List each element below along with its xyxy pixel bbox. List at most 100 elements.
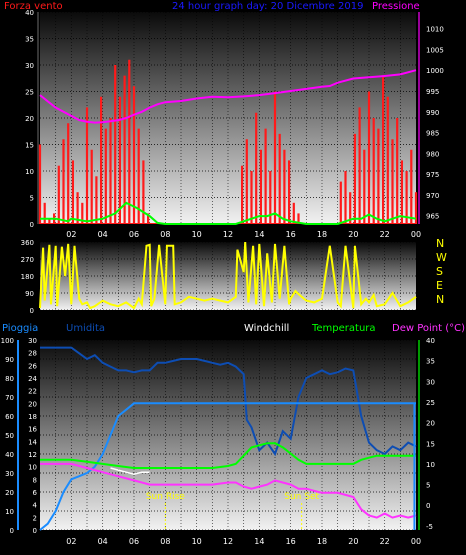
- y-tick-label-rain: 20: [28, 400, 37, 408]
- y-tick-label-humidity: 100: [1, 337, 14, 345]
- y-tick-label-humidity: 40: [5, 451, 14, 459]
- y-tick-label-rain: 24: [28, 375, 37, 383]
- y-tick-label-rain: 22: [28, 388, 37, 396]
- y-tick-label-temperature: 15: [426, 440, 435, 448]
- y-tick-label-wind: 35: [25, 36, 34, 44]
- y-tick-label-direction: 360: [21, 239, 34, 247]
- y-tick-label-rain: 28: [28, 350, 37, 358]
- x-tick-label: 06: [129, 230, 139, 239]
- y-tick-label-pressure: 980: [426, 150, 439, 158]
- y-tick-label-humidity: 0: [10, 527, 14, 535]
- y-tick-label-pressure: 985: [426, 130, 439, 138]
- y-tick-label-temperature: 10: [426, 461, 435, 469]
- y-tick-label-temperature: 30: [426, 378, 435, 386]
- x-tick-label: 04: [98, 537, 108, 546]
- y-tick-label-temperature: 0: [426, 502, 430, 510]
- x-tick-label: 14: [254, 230, 264, 239]
- compass-letter: E: [436, 279, 443, 292]
- y-tick-label-rain: 2: [33, 514, 37, 522]
- x-tick-label: 14: [254, 537, 264, 546]
- rain-legend: Pioggia: [2, 323, 38, 334]
- dewpoint-legend: Dew Point (°C): [392, 323, 465, 334]
- y-tick-label-temperature: 35: [426, 358, 435, 366]
- x-tick-label: 08: [160, 537, 170, 546]
- y-tick-label-humidity: 20: [5, 489, 14, 497]
- humidity-line: [40, 346, 417, 457]
- temperature-legend: Temperatura: [311, 323, 376, 334]
- x-tick-label: 18: [317, 230, 327, 239]
- y-tick-label-pressure: 1005: [426, 46, 444, 54]
- y-tick-label-rain: 8: [33, 476, 37, 484]
- y-tick-label-wind: 25: [25, 89, 34, 97]
- x-tick-label: 18: [317, 537, 327, 546]
- wind-average-line: [40, 201, 417, 225]
- pressure-line: [39, 69, 417, 124]
- x-tick-label: 12: [223, 537, 233, 546]
- x-tick-label: 20: [348, 537, 358, 546]
- y-tick-label-pressure: 965: [426, 213, 439, 221]
- y-tick-label-pressure: 970: [426, 192, 439, 200]
- sunrise-label: Sun Rise: [146, 492, 185, 502]
- humidity-legend: Umidita: [66, 323, 105, 334]
- x-tick-label: 04: [98, 230, 108, 239]
- y-tick-label-pressure: 975: [426, 171, 439, 179]
- y-tick-label-rain: 30: [28, 337, 37, 345]
- y-tick-label-humidity: 80: [5, 375, 14, 383]
- y-tick-label-wind: 0: [30, 221, 34, 229]
- x-tick-label: 02: [66, 537, 76, 546]
- x-tick-label: 16: [286, 537, 296, 546]
- wind-speed-label: Forza vento: [4, 1, 63, 12]
- x-tick-label: 08: [160, 230, 170, 239]
- compass-letter: N: [436, 293, 444, 306]
- y-tick-label-rain: 18: [28, 413, 37, 421]
- x-tick-label: 02: [66, 230, 76, 239]
- windchill-line: [110, 467, 150, 475]
- y-tick-label-humidity: 30: [5, 470, 14, 478]
- x-tick-label: 12: [223, 230, 233, 239]
- y-tick-label-direction: 270: [21, 256, 34, 264]
- x-tick-label: 10: [192, 230, 202, 239]
- y-tick-label-rain: 10: [28, 464, 37, 472]
- y-tick-label-pressure: 990: [426, 109, 439, 117]
- x-tick-label: 22: [380, 230, 390, 239]
- y-tick-label-direction: 0: [30, 307, 34, 315]
- sunset-label: Sun Set: [284, 492, 319, 502]
- y-tick-label-rain: 26: [28, 362, 37, 370]
- y-tick-label-pressure: 995: [426, 88, 439, 96]
- rain-line: [39, 402, 416, 531]
- y-tick-label-humidity: 90: [5, 356, 14, 364]
- chart-title: 24 hour graph day: 20 Dicembre 2019: [172, 1, 363, 12]
- y-tick-label-direction: 90: [25, 290, 34, 298]
- y-tick-label-temperature: 5: [426, 482, 430, 490]
- windchill-legend: Windchill: [244, 323, 289, 334]
- x-tick-label: 06: [129, 537, 139, 546]
- y-tick-label-rain: 6: [33, 489, 38, 497]
- x-tick-label: 10: [192, 537, 202, 546]
- y-tick-label-wind: 40: [25, 9, 34, 17]
- y-tick-label-rain: 4: [33, 502, 38, 510]
- bottom-panel-plot-area: [40, 340, 416, 530]
- y-tick-label-direction: 180: [21, 273, 34, 281]
- x-tick-label: 22: [380, 537, 390, 546]
- pressure-label: Pressione: [372, 1, 420, 12]
- temperature-line: [40, 442, 416, 469]
- y-tick-label-pressure: 1000: [426, 67, 444, 75]
- y-tick-label-rain: 12: [28, 451, 37, 459]
- y-tick-label-temperature: -5: [426, 523, 433, 531]
- y-tick-label-wind: 20: [25, 115, 34, 123]
- y-tick-label-wind: 15: [25, 142, 34, 150]
- x-tick-label: 20: [348, 230, 358, 239]
- y-tick-label-wind: 5: [30, 195, 34, 203]
- y-tick-label-wind: 10: [25, 168, 34, 176]
- y-tick-label-humidity: 50: [5, 432, 14, 440]
- y-tick-label-humidity: 60: [5, 413, 14, 421]
- y-tick-label-temperature: 40: [426, 337, 435, 345]
- x-tick-label: 00: [411, 537, 421, 546]
- compass-letter: W: [436, 251, 447, 264]
- y-tick-label-rain: 14: [28, 438, 37, 446]
- y-tick-label-rain: 16: [28, 426, 37, 434]
- y-tick-label-temperature: 20: [426, 420, 435, 428]
- y-tick-label-humidity: 10: [5, 508, 14, 516]
- compass-letter: N: [436, 237, 444, 250]
